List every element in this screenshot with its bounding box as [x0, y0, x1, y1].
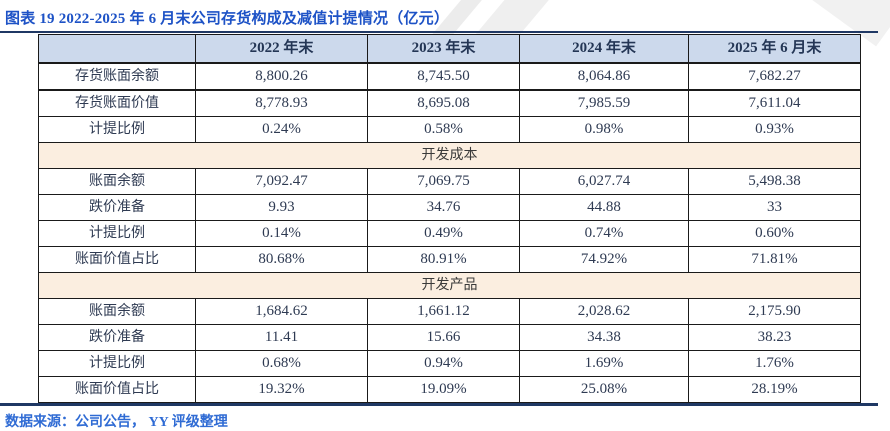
row-label: 账面价值占比 — [38, 246, 196, 273]
cell-value: 11.41 — [195, 324, 368, 351]
column-header: 2023 年末 — [367, 34, 520, 64]
row-label-header — [38, 34, 196, 64]
cell-value: 0.14% — [195, 220, 368, 247]
cell-value: 8,064.86 — [519, 62, 689, 91]
cell-value: 0.49% — [367, 220, 520, 247]
cell-value: 34.76 — [367, 194, 520, 221]
cell-value: 0.58% — [367, 116, 520, 143]
title-underline — [0, 31, 878, 33]
cell-value: 9.93 — [195, 194, 368, 221]
cell-value: 80.91% — [367, 246, 520, 273]
column-header: 2025 年 6 月末 — [688, 34, 861, 64]
table-row: 存货账面价值 8,778.93 8,695.08 7,985.59 7,611.04 — [38, 89, 861, 117]
table-body: 存货账面余额 8,800.26 8,745.50 8,064.86 7,682.27 存货… — [38, 62, 861, 403]
table-row: 跌价准备 9.93 34.76 44.88 33 — [38, 194, 861, 221]
table-bottom-rule — [0, 403, 878, 406]
cell-value: 0.68% — [195, 350, 368, 377]
section-row: 开发产品 — [38, 272, 861, 299]
cell-value: 74.92% — [519, 246, 689, 273]
cell-value: 0.98% — [519, 116, 689, 143]
cell-value: 2,028.62 — [519, 298, 689, 325]
cell-value: 7,985.59 — [519, 89, 689, 117]
cell-value: 8,800.26 — [195, 62, 368, 91]
cell-value: 80.68% — [195, 246, 368, 273]
cell-value: 5,498.38 — [688, 168, 861, 195]
cell-value: 19.32% — [195, 376, 368, 403]
cell-value: 0.93% — [688, 116, 861, 143]
cell-value: 1.69% — [519, 350, 689, 377]
section-label: 开发产品 — [38, 272, 861, 299]
cell-value: 7,069.75 — [367, 168, 520, 195]
table-header-row: 2022 年末 2023 年末 2024 年末 2025 年 6 月末 — [38, 34, 861, 64]
row-label: 存货账面余额 — [38, 62, 196, 91]
table-row: 计提比例 0.14% 0.49% 0.74% 0.60% — [38, 220, 861, 247]
cell-value: 8,778.93 — [195, 89, 368, 117]
cell-value: 25.08% — [519, 376, 689, 403]
table-row: 账面余额 7,092.47 7,069.75 6,027.74 5,498.38 — [38, 168, 861, 195]
table-row: 存货账面余额 8,800.26 8,745.50 8,064.86 7,682.27 — [38, 62, 861, 91]
cell-value: 38.23 — [688, 324, 861, 351]
cell-value: 1.76% — [688, 350, 861, 377]
column-header: 2022 年末 — [195, 34, 368, 64]
table-row: 跌价准备 11.41 15.66 34.38 38.23 — [38, 324, 861, 351]
row-label: 计提比例 — [38, 116, 196, 143]
cell-value: 0.24% — [195, 116, 368, 143]
cell-value: 28.19% — [688, 376, 861, 403]
row-label: 跌价准备 — [38, 194, 196, 221]
cell-value: 7,611.04 — [688, 89, 861, 117]
row-label: 账面余额 — [38, 168, 196, 195]
section-label: 开发成本 — [38, 142, 861, 169]
cell-value: 7,682.27 — [688, 62, 861, 91]
cell-value: 34.38 — [519, 324, 689, 351]
section-row: 开发成本 — [38, 142, 861, 169]
column-header: 2024 年末 — [519, 34, 689, 64]
cell-value: 15.66 — [367, 324, 520, 351]
cell-value: 8,695.08 — [367, 89, 520, 117]
table-row: 计提比例 0.24% 0.58% 0.98% 0.93% — [38, 116, 861, 143]
table-row: 计提比例 0.68% 0.94% 1.69% 1.76% — [38, 350, 861, 377]
row-label: 计提比例 — [38, 220, 196, 247]
cell-value: 0.94% — [367, 350, 520, 377]
cell-value: 2,175.90 — [688, 298, 861, 325]
row-label: 账面余额 — [38, 298, 196, 325]
row-label: 账面价值占比 — [38, 376, 196, 403]
cell-value: 1,684.62 — [195, 298, 368, 325]
cell-value: 7,092.47 — [195, 168, 368, 195]
cell-value: 0.74% — [519, 220, 689, 247]
cell-value: 19.09% — [367, 376, 520, 403]
data-source-note: 数据来源：公司公告， YY 评级整理 — [5, 415, 228, 430]
cell-value: 1,661.12 — [367, 298, 520, 325]
cell-value: 6,027.74 — [519, 168, 689, 195]
cell-value: 33 — [688, 194, 861, 221]
row-label: 计提比例 — [38, 350, 196, 377]
cell-value: 8,745.50 — [367, 62, 520, 91]
table-row: 账面价值占比 19.32% 19.09% 25.08% 28.19% — [38, 376, 861, 403]
table-row: 账面余额 1,684.62 1,661.12 2,028.62 2,175.90 — [38, 298, 861, 325]
cell-value: 0.60% — [688, 220, 861, 247]
row-label: 跌价准备 — [38, 324, 196, 351]
row-label: 存货账面价值 — [38, 89, 196, 117]
cell-value: 44.88 — [519, 194, 689, 221]
figure-title: 图表 19 2022-2025 年 6 月末公司存货构成及减值计提情况（亿元） — [5, 11, 450, 27]
inventory-table: 2022 年末 2023 年末 2024 年末 2025 年 6 月末 存货账面余额 8… — [38, 34, 861, 403]
table-row: 账面价值占比 80.68% 80.91% 74.92% 71.81% — [38, 246, 861, 273]
cell-value: 71.81% — [688, 246, 861, 273]
